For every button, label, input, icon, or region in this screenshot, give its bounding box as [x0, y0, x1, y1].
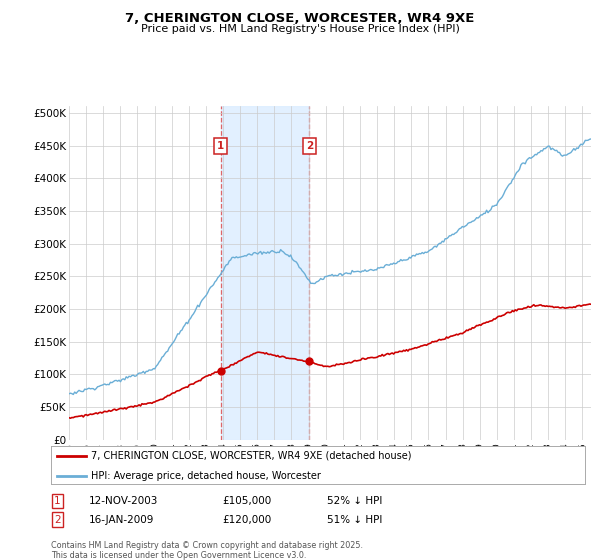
Text: Contains HM Land Registry data © Crown copyright and database right 2025.
This d: Contains HM Land Registry data © Crown c… — [51, 541, 363, 560]
Text: Price paid vs. HM Land Registry's House Price Index (HPI): Price paid vs. HM Land Registry's House … — [140, 24, 460, 34]
Text: 1: 1 — [217, 141, 224, 151]
Text: 7, CHERINGTON CLOSE, WORCESTER, WR4 9XE (detached house): 7, CHERINGTON CLOSE, WORCESTER, WR4 9XE … — [91, 451, 412, 461]
Text: £105,000: £105,000 — [222, 496, 271, 506]
Bar — [221, 106, 309, 440]
Text: 12-NOV-2003: 12-NOV-2003 — [89, 496, 158, 506]
Text: 2: 2 — [54, 515, 61, 525]
Text: HPI: Average price, detached house, Worcester: HPI: Average price, detached house, Worc… — [91, 471, 321, 481]
Text: 51% ↓ HPI: 51% ↓ HPI — [327, 515, 382, 525]
Text: 1: 1 — [54, 496, 61, 506]
Text: 2: 2 — [305, 141, 313, 151]
Text: £120,000: £120,000 — [222, 515, 271, 525]
Text: 52% ↓ HPI: 52% ↓ HPI — [327, 496, 382, 506]
Text: 7, CHERINGTON CLOSE, WORCESTER, WR4 9XE: 7, CHERINGTON CLOSE, WORCESTER, WR4 9XE — [125, 12, 475, 25]
Text: 16-JAN-2009: 16-JAN-2009 — [89, 515, 154, 525]
